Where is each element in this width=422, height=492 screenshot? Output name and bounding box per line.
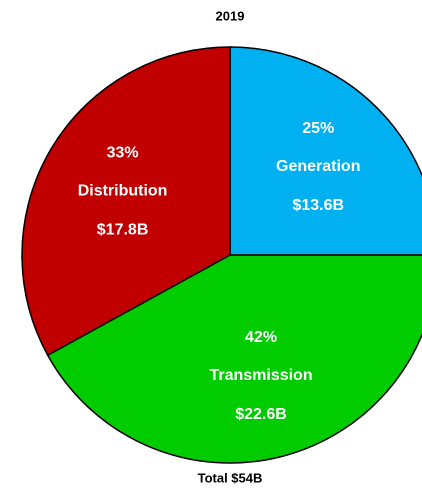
pie-slice: [21, 46, 231, 357]
pie-slice: [46, 254, 422, 464]
amount-label: $17.8B: [97, 222, 149, 239]
amount-label: $22.6B: [235, 406, 287, 423]
value-label: 42%: [245, 329, 277, 346]
value-label: 33%: [107, 145, 139, 162]
chart-footer: Total $54B: [198, 470, 263, 485]
pie-slice: [229, 46, 422, 256]
value-label: 25%: [302, 120, 334, 137]
category-label: Distribution: [78, 183, 168, 200]
category-label: Generation: [276, 158, 360, 175]
category-label: Transmission: [209, 367, 312, 384]
amount-label: $13.6B: [292, 197, 344, 214]
chart-title: 2019: [216, 8, 245, 23]
